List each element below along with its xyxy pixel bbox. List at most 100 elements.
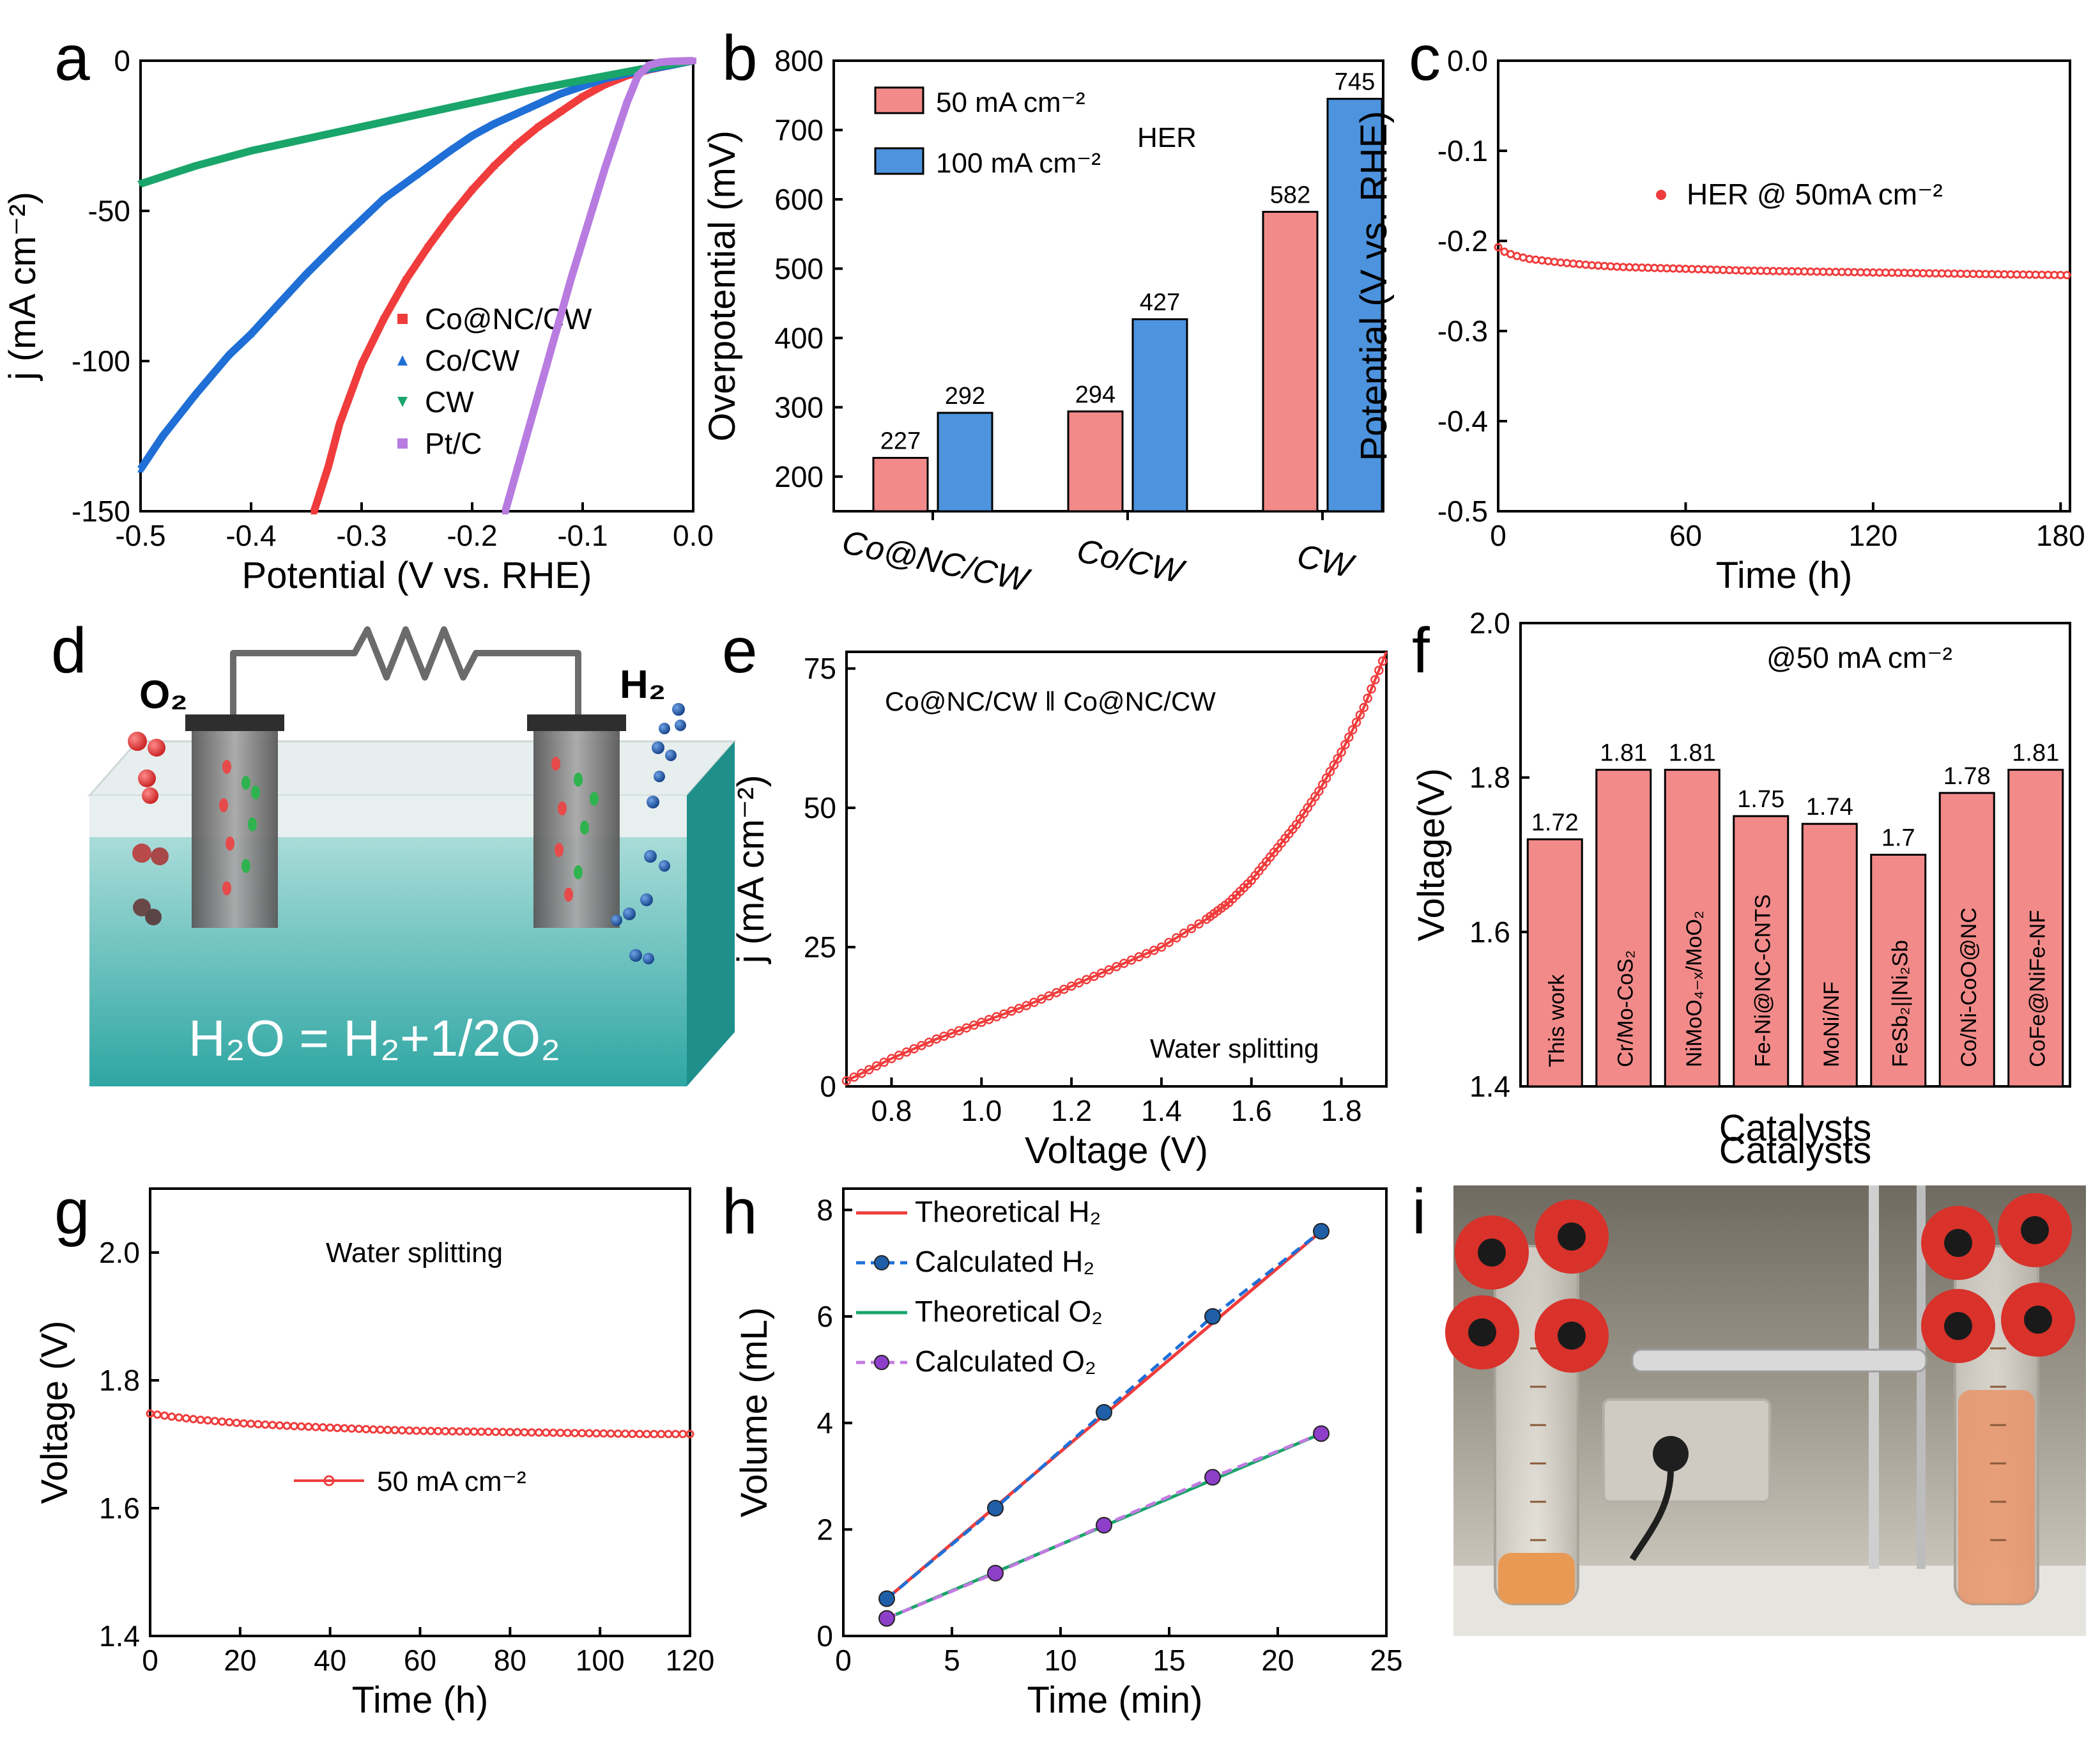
data-point-Co/CW <box>579 82 586 89</box>
bar-value-label: 745 <box>1335 69 1375 96</box>
bar-50 mA cm⁻² <box>1067 410 1124 513</box>
x-tick-label: 40 <box>314 1644 346 1677</box>
y-axis-label: Voltage(V) <box>1411 768 1452 941</box>
data-point <box>225 1418 234 1427</box>
data-point-Pt/C <box>568 274 575 281</box>
data-point <box>678 1430 687 1439</box>
category-label: CW <box>1294 537 1359 586</box>
x-tick-label: 180 <box>2036 519 2085 552</box>
y-tick-label: 400 <box>774 321 824 355</box>
data-point <box>841 1076 852 1086</box>
data-point <box>1096 968 1107 978</box>
data-point-CW <box>303 135 310 143</box>
data-point <box>1052 987 1061 998</box>
data-point <box>901 1047 912 1057</box>
data-point-CW <box>413 111 420 118</box>
y-axis-label: Volume (mL) <box>733 1307 775 1518</box>
category-label: FeSb₂||Ni₂Sb <box>1888 940 1912 1067</box>
catalyst-dot <box>241 776 250 790</box>
data-point <box>239 1419 248 1428</box>
chart-g: g 0 20 40 60 80 100 120 1.4 1.6 1.8 2.0 Time (h) Volt… <box>34 1176 714 1721</box>
bar-value-label: 227 <box>880 428 921 454</box>
series-line <box>846 651 1388 1083</box>
bar-50 mA cm⁻² <box>872 456 929 513</box>
y-tick-label: 0 <box>114 44 130 77</box>
y-tick-label: -0.4 <box>1437 405 1488 438</box>
x-axis-label: Voltage (V) <box>1025 1130 1208 1171</box>
data-point <box>275 1421 284 1430</box>
data-point <box>1179 929 1189 938</box>
bar-value-label: 294 <box>1075 382 1115 408</box>
panel-a-letter: a <box>54 22 90 94</box>
x-tick-label: 5 <box>944 1644 960 1677</box>
catalyst-dot <box>219 798 228 812</box>
data-point <box>628 1430 637 1439</box>
x-tick-label: 10 <box>1044 1644 1077 1677</box>
plot-frame-a <box>139 59 694 513</box>
data-point <box>1104 965 1114 975</box>
data-point <box>210 1417 219 1426</box>
y-axis-label: j (mA cm⁻²) <box>730 775 772 965</box>
y-tick-label: 2.0 <box>1469 606 1510 640</box>
data-point-Co/CW <box>469 132 475 139</box>
data-point <box>268 1421 277 1430</box>
plug <box>1653 1436 1689 1472</box>
data-point <box>556 1428 565 1437</box>
catalyst-dot <box>580 821 589 835</box>
red-caps <box>1445 1193 2075 1373</box>
data-point <box>1186 923 1197 934</box>
data-point-Pt/C <box>657 59 664 66</box>
x-tick-label: 15 <box>1153 1644 1185 1677</box>
data-point-CW <box>579 77 586 84</box>
y-tick-label: -0.5 <box>1437 495 1488 528</box>
catalyst-dot <box>551 757 560 771</box>
data-point <box>390 1426 399 1435</box>
data-point <box>1112 962 1121 971</box>
data-point <box>621 1430 630 1439</box>
data-point <box>527 1428 536 1437</box>
data-point <box>1044 991 1054 1001</box>
catalyst-dot <box>241 859 250 873</box>
data-point <box>491 1428 500 1437</box>
category-label: Co/CW <box>1074 532 1190 592</box>
data-point-Co@NC/CW <box>469 187 475 194</box>
data-point <box>871 1061 882 1071</box>
catalyst-dot <box>558 801 567 815</box>
data-point-Co/CW <box>137 466 144 473</box>
x-tick-label: 80 <box>494 1644 526 1677</box>
catalyst-dot <box>574 773 583 787</box>
y-tick-label: 1.4 <box>99 1619 140 1653</box>
x-tick-label: -0.1 <box>557 519 608 552</box>
data-point-Co/CW <box>413 171 420 178</box>
bar-value-label: 1.7 <box>1882 825 1915 852</box>
panel-e-letter: e <box>722 615 758 686</box>
tank-top-face <box>87 740 737 797</box>
data-point <box>1134 952 1144 962</box>
data-point <box>441 1427 450 1436</box>
data-point-Co@NC/CW <box>601 81 608 88</box>
data-point-Pt/C <box>535 390 542 397</box>
reaction-equation: H₂O = H₂+1/2O₂ <box>188 1010 560 1067</box>
catalyst-dot <box>222 881 231 895</box>
bar-100 mA cm⁻² <box>937 412 993 513</box>
data-point-Co/CW <box>159 433 166 440</box>
cathode-electrode <box>533 723 620 928</box>
data-point <box>1374 665 1384 675</box>
chart-b: b 200 300 400 500 600 700 800 Overpotential (mV)… <box>701 22 1384 599</box>
data-point-Co/CW <box>380 196 387 203</box>
y-tick-label: 600 <box>774 183 824 216</box>
stand-rod-right <box>1917 1185 1926 1569</box>
category-label: Fe-Ni@NC-CNTS <box>1751 894 1775 1067</box>
bar-value-label: 582 <box>1270 181 1310 208</box>
data-point-Pt/C <box>590 201 597 208</box>
data-point <box>1066 981 1077 991</box>
data-point <box>247 1419 256 1428</box>
bar-This work <box>1526 838 1583 1088</box>
water-splitting-annotation: Water splitting <box>1150 1033 1319 1063</box>
data-point-Calculated H₂ <box>878 1590 895 1607</box>
y-tick-label: 800 <box>774 44 824 77</box>
bar-value-label: 1.75 <box>1737 786 1784 813</box>
data-point-Co/CW <box>557 90 564 97</box>
data-point <box>1082 975 1091 985</box>
